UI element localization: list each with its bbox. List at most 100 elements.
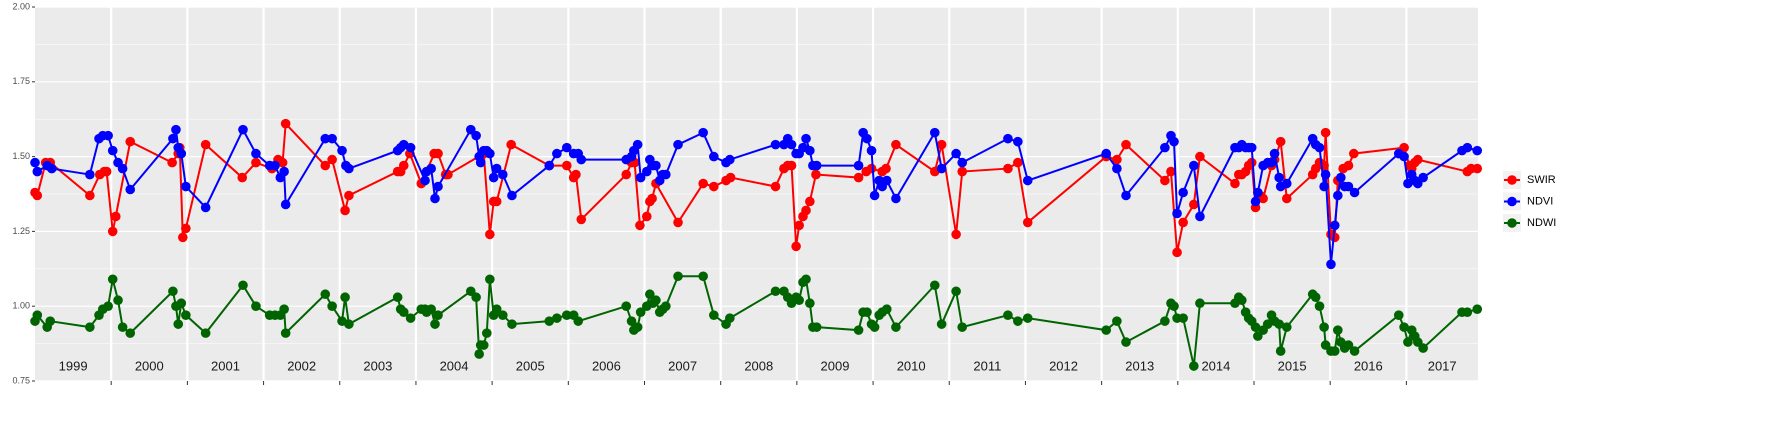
point [725,154,735,165]
point [1349,148,1359,159]
point [1333,190,1343,201]
point [506,139,516,150]
point [30,157,40,168]
point [1166,166,1176,177]
point [576,154,587,165]
point [200,202,211,213]
point [805,145,815,156]
x-tick-label: 2000 [135,358,164,373]
point [891,139,901,150]
point [661,169,671,180]
marks [30,118,1483,371]
point [1399,322,1409,332]
point [1195,211,1205,222]
y-tick-label: 2.00 [12,1,30,11]
point [1160,316,1170,326]
point [1462,142,1473,153]
point [1169,136,1179,147]
point [125,184,136,195]
x-tick-label: 2012 [1049,358,1078,373]
point [891,322,901,332]
point [869,322,880,332]
point [786,160,797,171]
point [673,271,683,282]
point [32,310,43,320]
point [110,211,121,222]
point [698,127,708,138]
point [1013,316,1023,326]
point [1250,322,1261,332]
x-tick-label: 2009 [821,358,850,373]
point [1003,163,1013,174]
point [420,175,430,186]
point [279,304,289,314]
point [1178,187,1188,198]
point [1246,142,1257,153]
point [405,142,416,153]
point [1253,187,1263,198]
point [107,274,118,285]
point [866,145,877,156]
point [862,307,872,317]
point [1336,172,1346,183]
point [786,139,797,150]
point [811,169,821,180]
point [481,328,492,338]
point [488,172,499,183]
point [936,319,947,329]
point [801,133,811,144]
point [891,193,901,204]
point [561,142,572,153]
point [698,178,708,189]
point [1274,172,1284,183]
x-tick-label: 2008 [744,358,773,373]
point [251,157,261,168]
legend-label: NDWI [1527,217,1556,229]
point [507,319,517,329]
point [85,169,95,180]
point [280,328,291,338]
x-tick-label: 2004 [440,358,469,373]
point [1472,163,1483,174]
point [561,310,572,320]
point [475,157,486,168]
point [168,286,178,297]
point [573,316,584,326]
point [101,166,112,177]
point [1121,190,1131,201]
point [471,292,481,303]
point [46,163,57,174]
point [1393,310,1404,320]
point [929,127,940,138]
point [544,160,555,171]
point [280,118,291,129]
point [430,193,440,204]
point [805,298,815,309]
point [1462,307,1473,317]
point [936,163,947,174]
point [103,301,113,312]
point [485,274,495,285]
point [327,301,337,312]
legend-label: SWIR [1527,174,1556,186]
point [698,271,708,282]
y-tick-label: 1.75 [12,76,30,86]
point [1237,295,1247,306]
point [576,214,587,225]
point [632,322,643,332]
point [1189,361,1199,371]
point [862,133,872,144]
point [770,286,781,297]
point [709,310,719,320]
point [725,313,735,323]
point [1418,343,1428,353]
point [392,292,403,303]
point [405,313,416,323]
point [794,220,804,231]
point [251,301,261,312]
point [881,175,892,186]
point [433,181,443,192]
point [337,145,347,156]
point [320,133,331,144]
